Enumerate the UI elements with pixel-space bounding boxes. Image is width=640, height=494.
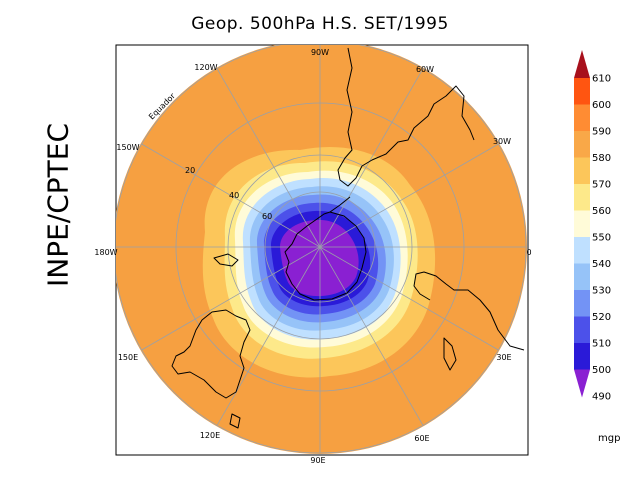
colorbar-box (574, 78, 590, 105)
lon-label-120W: 120W (194, 63, 217, 72)
colorbar-level-label: 500 (592, 365, 611, 376)
colorbar-labels: 610 600 590 580 570 560 550 540 530 520 510 500 490 (592, 74, 611, 403)
lat-label-20: 20 (185, 166, 195, 175)
colorbar-boxes (574, 50, 590, 398)
colorbar-box (574, 104, 590, 131)
meridian-line (319, 143, 499, 248)
lon-label-90E: 90E (310, 456, 325, 465)
meridian-line (141, 143, 321, 248)
colorbar-level-label: 550 (592, 233, 611, 244)
lon-label-30E: 30E (496, 353, 511, 362)
colorbar-level-label: 540 (592, 259, 611, 270)
colorbar-bottom-arrow (574, 369, 590, 398)
meridian-lines (116, 45, 526, 453)
antarctic-peninsula (329, 196, 351, 213)
colorbar-top-arrow (574, 50, 590, 78)
australia-coast (171, 309, 251, 399)
south-america-coast (337, 47, 475, 187)
colorbar-box (574, 263, 590, 290)
new-zealand (213, 253, 239, 267)
lon-label-60E: 60E (414, 434, 429, 443)
map-title: Geop. 500hPa H.S. SET/1995 (191, 14, 449, 34)
antarctica-coast (284, 211, 367, 301)
island-indonesia (229, 413, 241, 429)
meridian-line (216, 68, 321, 248)
colorbar-box (574, 131, 590, 158)
colorbar-level-label: 580 (592, 153, 611, 164)
colorbar-level-label: 520 (592, 312, 611, 323)
meridian-line (319, 68, 424, 248)
lon-label-120E: 120E (200, 431, 220, 440)
lon-label-30W: 30W (493, 137, 511, 146)
colorbar-level-label: 600 (592, 100, 611, 111)
contour-490 (280, 219, 359, 297)
lat-label-40: 40 (229, 191, 239, 200)
colorbar-box (574, 343, 590, 370)
lon-label-150E: 150E (118, 353, 138, 362)
colorbar-box (574, 184, 590, 211)
lon-label-90W: 90W (311, 48, 329, 57)
colorbar-level-label: 590 (592, 127, 611, 138)
colorbar-box (574, 237, 590, 264)
colorbar-level-label: 610 (592, 74, 611, 85)
lon-label-180W: 180W (94, 248, 117, 257)
meridian-line (319, 246, 499, 351)
colorbar-level-label: 510 (592, 339, 611, 350)
meridian-line (216, 246, 321, 426)
colorbar-level-label: 530 (592, 286, 611, 297)
lat-label-60: 60 (262, 212, 272, 221)
coastlines (171, 47, 525, 429)
madagascar (443, 337, 457, 371)
colorbar-level-label: 570 (592, 180, 611, 191)
lon-label-0: 0 (526, 248, 531, 257)
meridian-line (319, 246, 424, 426)
africa-coast (413, 271, 525, 351)
lon-label-60W: 60W (416, 65, 434, 74)
lon-label-150W: 150W (116, 143, 139, 152)
colorbar-level-label: 560 (592, 206, 611, 217)
colorbar-unit: mgp (598, 433, 620, 444)
colorbar-box (574, 316, 590, 343)
colorbar-box (574, 210, 590, 237)
colorbar-level-label: 490 (592, 392, 611, 403)
meridian-line (141, 246, 321, 351)
colorbar-box (574, 157, 590, 184)
colorbar-box (574, 290, 590, 317)
